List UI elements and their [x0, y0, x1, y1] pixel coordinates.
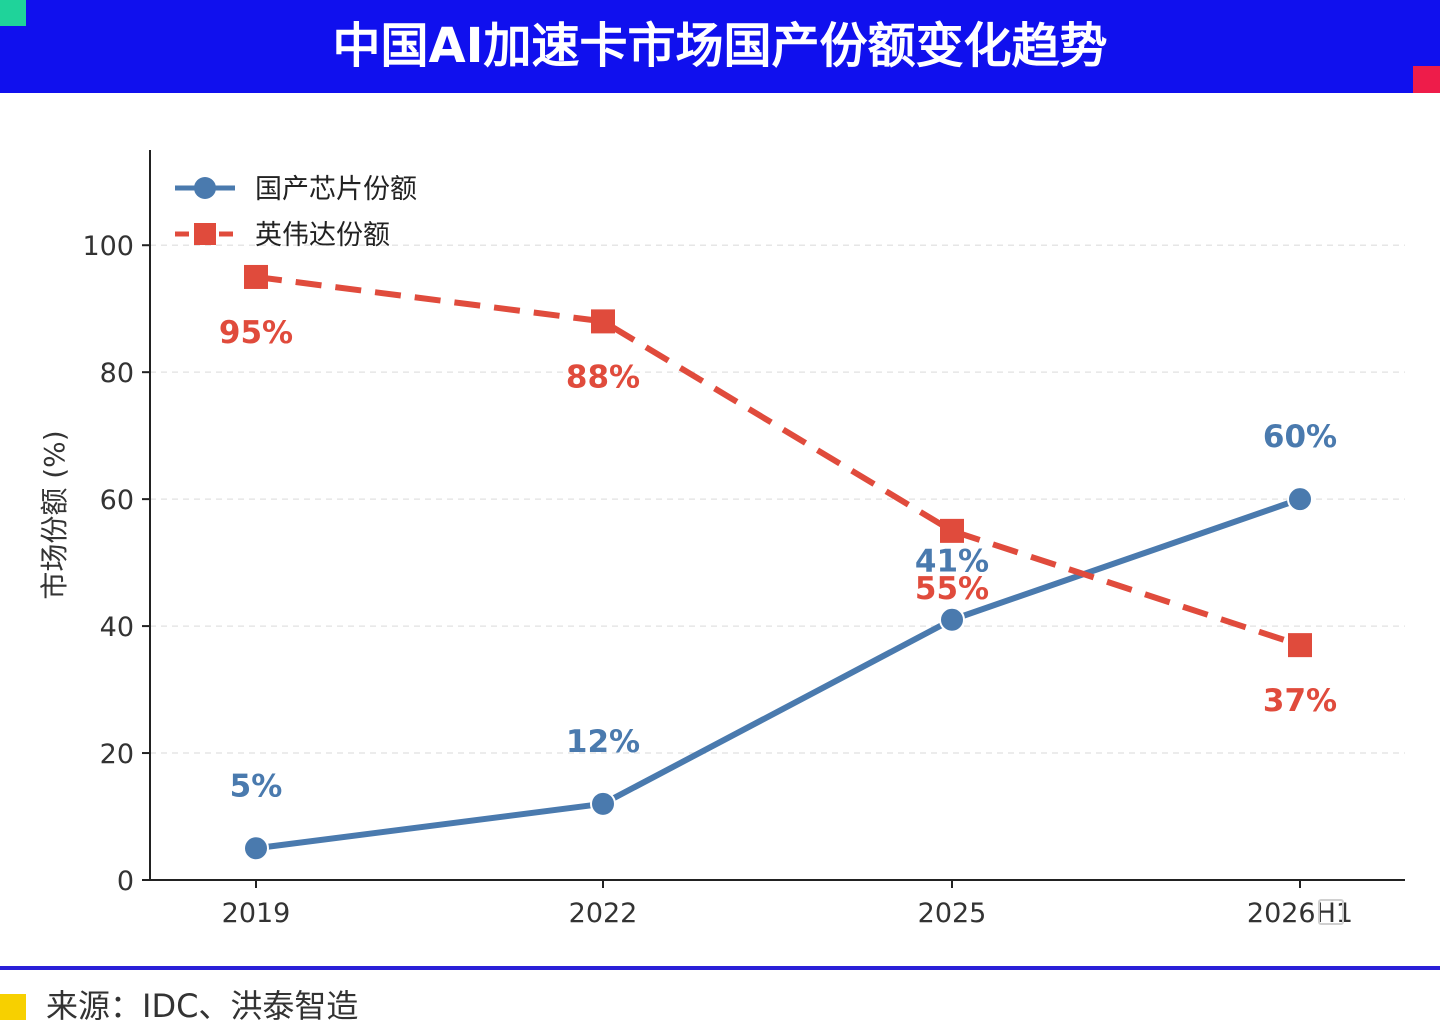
x-tick-label-0: 2019 — [222, 898, 291, 929]
data-label-0-0: 5% — [230, 768, 283, 804]
point-0-3 — [1287, 486, 1313, 513]
y-tick-label-0: 0 — [117, 866, 134, 897]
series-line-0 — [255, 496, 1301, 852]
title-bar — [0, 0, 1440, 93]
legend-marker-0 — [194, 177, 216, 199]
point-0-1 — [590, 790, 616, 817]
series-line-1 — [255, 273, 1301, 648]
legend-label-1: 英伟达份额 — [255, 220, 390, 251]
data-label-0-1: 12% — [566, 724, 640, 760]
watermark-logo — [1318, 895, 1390, 925]
y-tick-label-20: 20 — [100, 739, 134, 770]
source-marker — [0, 994, 26, 1020]
legend-marker-1 — [194, 223, 216, 245]
point-0-0 — [243, 835, 269, 862]
data-label-1-3: 37% — [1263, 683, 1337, 719]
data-label-1-1: 88% — [566, 359, 640, 395]
accent-square-top-right — [1413, 66, 1440, 93]
point-1-1 — [591, 309, 615, 334]
x-tick-label-2: 2025 — [918, 898, 987, 929]
data-label-0-3: 60% — [1263, 419, 1337, 455]
y-axis-title: 市场份额 (%) — [38, 430, 71, 599]
accent-square-top-left — [0, 0, 26, 26]
data-label-1-2: 55% — [915, 571, 989, 607]
source-text: 来源：IDC、洪泰智造 — [46, 987, 359, 1025]
y-tick-label-80: 80 — [100, 358, 134, 389]
point-1-3 — [1288, 633, 1312, 658]
data-label-0-2: 41% — [915, 544, 989, 580]
point-1-0 — [244, 264, 268, 289]
y-tick-label-40: 40 — [100, 612, 134, 643]
chart-title: 中国AI加速卡市场国产份额变化趋势 — [332, 18, 1108, 74]
x-tick-label-1: 2022 — [569, 898, 638, 929]
footer-divider — [0, 966, 1440, 970]
point-0-2 — [939, 606, 965, 633]
data-label-1-0: 95% — [219, 315, 293, 351]
y-tick-label-100: 100 — [82, 231, 134, 262]
point-1-2 — [940, 518, 964, 543]
y-tick-label-60: 60 — [100, 485, 134, 516]
legend-label-0: 国产芯片份额 — [255, 174, 417, 205]
